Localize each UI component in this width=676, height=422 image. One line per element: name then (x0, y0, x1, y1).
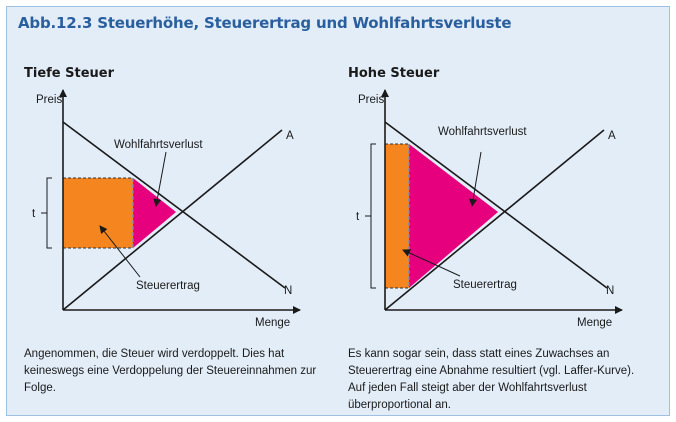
caption-low-tax: Angenommen, die Steuer wird verdoppelt. … (24, 348, 317, 394)
welfare-loss-triangle (133, 178, 176, 248)
welfare-loss-pointer (469, 151, 482, 207)
welfare-loss-label: Wohlfahrtsverlust (114, 139, 203, 151)
panel-title-low-tax: Tiefe Steuer (24, 66, 115, 81)
supply-curve-a (62, 129, 283, 311)
welfare-loss-triangle (409, 144, 498, 288)
panel-high-tax: Preis Menge A N t Wohlfahrtsverlust Steu… (356, 89, 623, 329)
tax-revenue-pointer (402, 249, 461, 277)
tax-revenue-label: Steuerertrag (453, 279, 517, 291)
quantity-axis-label: Menge (577, 317, 612, 329)
tax-revenue-pointer (99, 225, 141, 278)
supply-label: A (608, 130, 616, 142)
supply-curve-a (384, 129, 605, 311)
tax-label: t (32, 208, 36, 220)
demand-label: N (606, 285, 614, 297)
panel-title-high-tax: Hohe Steuer (348, 66, 440, 81)
tax-label: t (356, 211, 360, 223)
demand-curve-n (384, 121, 608, 289)
tax-bracket (46, 177, 52, 249)
price-axis-label: Preis (36, 94, 62, 106)
caption-high-tax: Es kann sogar sein, dass statt eines Zuw… (348, 348, 635, 411)
tax-revenue-label: Steuerertrag (136, 280, 200, 292)
figure-title: Abb.12.3 Steuerhöhe, Steuerertrag und Wo… (18, 14, 512, 32)
welfare-loss-label: Wohlfahrtsverlust (438, 126, 527, 138)
welfare-loss-pointer (153, 151, 167, 207)
price-axis-label: Preis (358, 94, 384, 106)
tax-bracket (370, 143, 376, 289)
quantity-axis-label: Menge (255, 317, 290, 329)
demand-label: N (284, 285, 292, 297)
tax-revenue-area (63, 178, 133, 248)
panel-low-tax: Preis Menge A N t Wohlfahrtsverlust Steu… (32, 89, 301, 329)
tax-revenue-area (385, 144, 409, 288)
supply-label: A (286, 130, 294, 142)
demand-curve-n (62, 121, 286, 289)
